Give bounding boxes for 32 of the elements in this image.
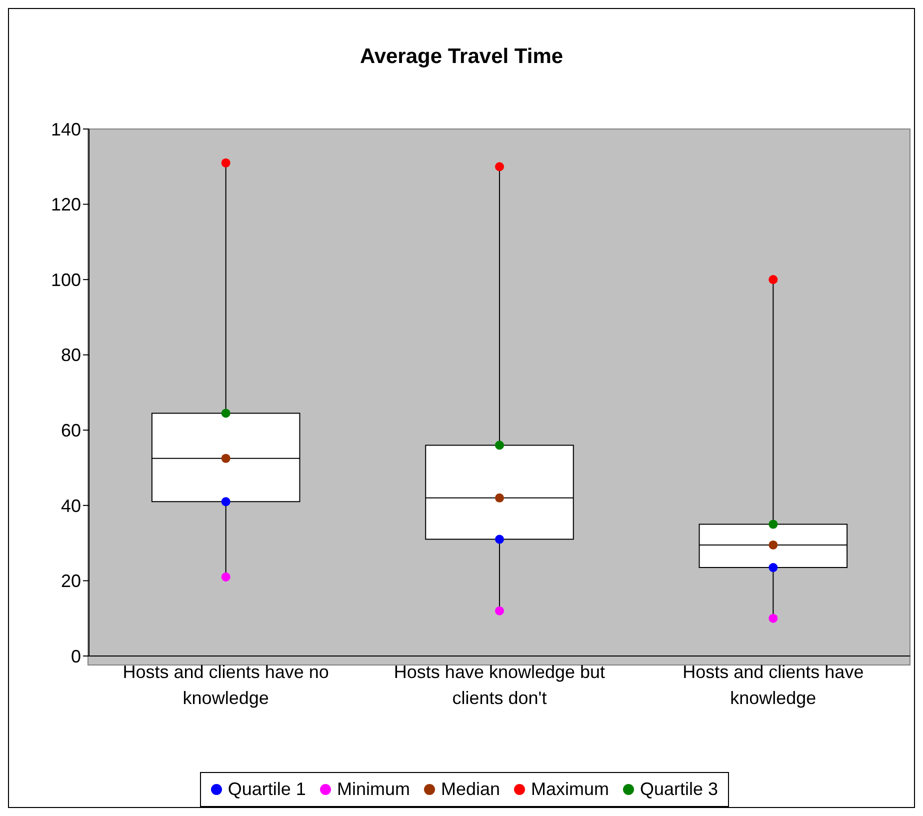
x-tick-label: Hosts have knowledge but clients don't: [394, 662, 606, 708]
y-tick-label: 20: [60, 571, 81, 592]
point: [768, 614, 778, 623]
x-tick-label: Hosts and clients have no knowledge: [122, 662, 329, 708]
y-tick-label: 40: [60, 496, 81, 516]
x-tick-label: Hosts and clients have knowledge: [682, 662, 864, 708]
point: [221, 572, 230, 582]
y-tick-label: 100: [50, 270, 81, 290]
point: [768, 275, 778, 284]
point: [494, 606, 504, 616]
point: [494, 534, 504, 544]
point: [221, 408, 230, 418]
legend-label: Quartile 1: [226, 779, 306, 800]
legend-label: Quartile 3: [639, 779, 718, 800]
legend-label: Median: [440, 779, 500, 800]
point: [768, 540, 778, 550]
y-tick-label: 60: [60, 420, 81, 441]
y-tick-label: 140: [50, 119, 81, 140]
point: [221, 454, 230, 463]
point: [221, 158, 230, 168]
y-tick-label: 0: [70, 646, 81, 666]
point: [768, 520, 778, 529]
point: [768, 563, 778, 572]
point: [494, 162, 504, 172]
point: [221, 497, 230, 506]
legend-label: Maximum: [530, 779, 610, 800]
chart-title: Average Travel Time: [358, 45, 564, 69]
point: [494, 493, 504, 502]
y-tick-label: 120: [50, 194, 81, 215]
y-tick-label: 80: [60, 345, 81, 366]
point: [494, 440, 504, 450]
legend-label: Minimum: [336, 779, 410, 800]
